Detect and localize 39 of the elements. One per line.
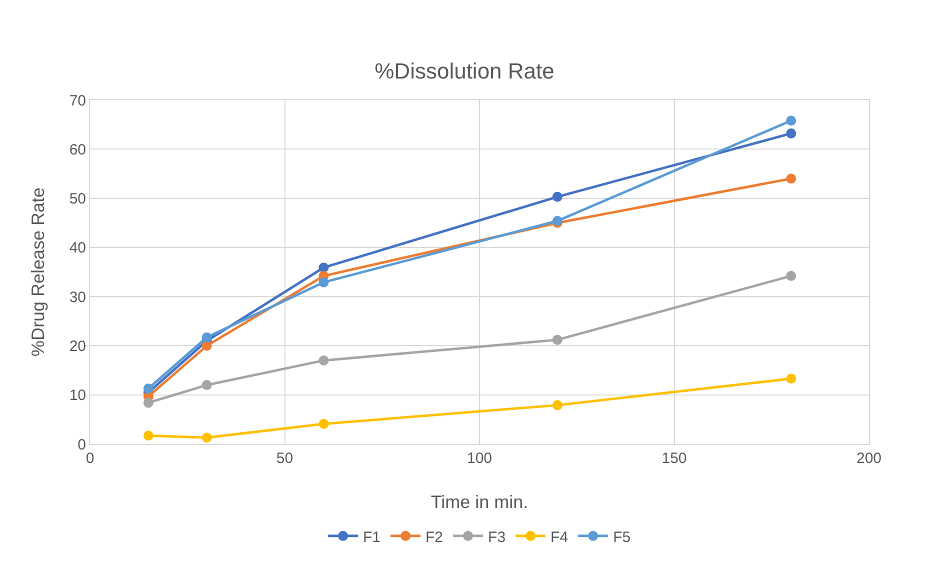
- x-tick-label: 50: [276, 450, 294, 467]
- legend-label: F2: [426, 528, 444, 546]
- point: [143, 430, 154, 441]
- point: [202, 380, 212, 390]
- y-tick-label: 70: [69, 92, 86, 110]
- point: [202, 432, 212, 443]
- x-tick-label: 150: [662, 450, 687, 467]
- point: [202, 340, 212, 351]
- point: [786, 128, 796, 138]
- x-tick-label: 100: [466, 450, 492, 467]
- legend-label: F3: [488, 528, 506, 546]
- point: [202, 332, 212, 342]
- y-axis-title: %Drug Release Rate: [28, 187, 48, 357]
- point: [143, 383, 154, 394]
- point: [318, 277, 329, 288]
- legend-label: F4: [550, 528, 568, 546]
- point: [786, 174, 796, 184]
- point: [552, 334, 562, 345]
- y-tick-label: 30: [69, 288, 86, 306]
- chart-title: %Dissolution Rate: [374, 58, 554, 84]
- point: [786, 116, 796, 126]
- legend-label: F5: [613, 528, 631, 546]
- point: [318, 418, 329, 429]
- y-tick-label: 50: [69, 190, 86, 208]
- y-tick-label: 0: [78, 436, 86, 454]
- y-tick-label: 10: [69, 387, 86, 404]
- y-tick-label: 40: [69, 240, 86, 257]
- y-tick-label: 60: [69, 141, 86, 158]
- x-axis-title: Time in min.: [430, 492, 528, 512]
- point: [786, 270, 796, 281]
- point: [143, 398, 154, 408]
- x-tick-label: 200: [856, 450, 882, 467]
- point: [552, 192, 562, 202]
- point: [318, 262, 329, 273]
- point: [318, 355, 329, 366]
- point: [786, 374, 796, 384]
- legend-label: F1: [363, 528, 381, 546]
- y-tick-label: 20: [69, 338, 86, 355]
- point: [552, 400, 562, 410]
